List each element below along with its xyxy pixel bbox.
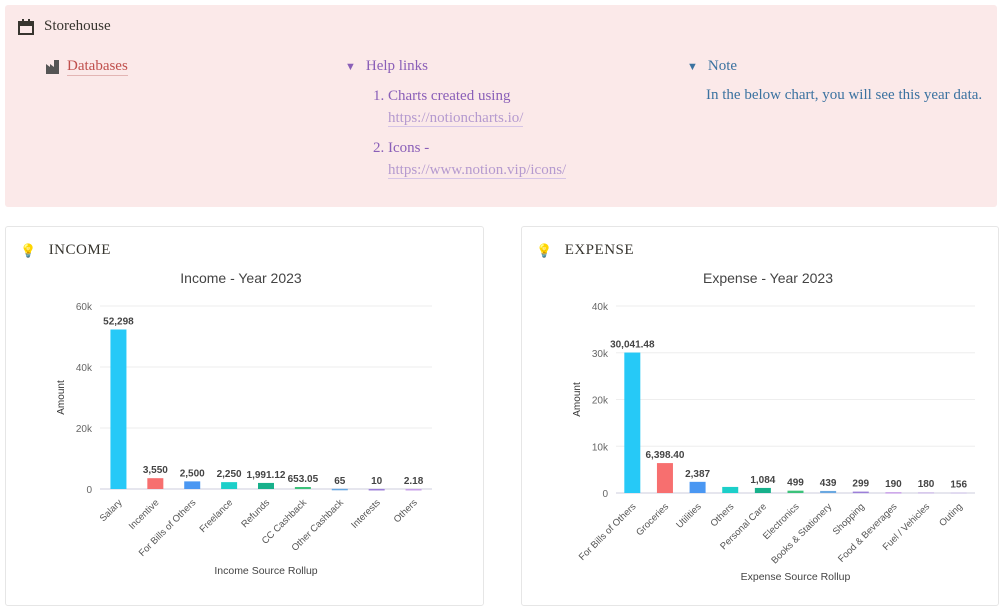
y-tick-label: 0 <box>86 485 92 496</box>
bar <box>147 478 164 489</box>
y-tick-label: 20k <box>76 424 93 435</box>
x-tick-label: Salary <box>98 497 125 524</box>
page-title: Storehouse <box>18 18 111 35</box>
chart-title: Income - Year 2023 <box>180 270 302 286</box>
help-links-title: Help links <box>365 58 428 74</box>
data-label: 65 <box>334 476 346 487</box>
help-item: Icons - https://www.notion.vip/icons/ <box>388 137 567 181</box>
income-heading: INCOME <box>48 242 111 258</box>
lightbulb-icon: 💡 <box>536 242 553 258</box>
note-header[interactable]: ▼ Note <box>687 58 982 75</box>
bar <box>294 487 311 489</box>
lightbulb-icon: 💡 <box>20 242 37 258</box>
x-tick-label: Refunds <box>239 497 272 530</box>
calendar-icon <box>18 18 34 35</box>
databases-label: Databases <box>67 58 128 76</box>
bar <box>258 482 274 489</box>
x-tick-label: Interests <box>349 497 383 531</box>
x-tick-label: Incentive <box>127 497 162 532</box>
expense-heading: EXPENSE <box>564 242 635 258</box>
data-label: 1,991.12 <box>247 470 286 481</box>
data-label: 2.18 <box>404 476 424 487</box>
x-axis-label: Income Source Rollup <box>214 565 317 577</box>
factory-icon <box>46 60 59 74</box>
bar <box>184 481 201 489</box>
help-item-text: Icons - <box>388 140 430 156</box>
y-axis-label: Amount <box>56 380 67 415</box>
data-label: 2,250 <box>217 469 242 480</box>
data-label: 3,550 <box>143 465 168 476</box>
note-text: In the below chart, you will see this ye… <box>706 87 983 103</box>
expense-card: 💡 EXPENSE <box>521 226 999 606</box>
triangle-down-icon: ▼ <box>345 60 356 73</box>
bar <box>110 329 127 489</box>
y-tick-label: 60k <box>76 302 93 313</box>
x-tick-label: Others <box>392 497 420 525</box>
help-item-text: Charts created using <box>388 88 511 104</box>
data-label: 2,500 <box>180 468 205 479</box>
notioncharts-link[interactable]: https://notioncharts.io/ <box>388 110 524 127</box>
note-title: Note <box>707 58 738 74</box>
bar <box>368 488 385 491</box>
data-label: 52,298 <box>103 316 134 327</box>
title-text: Storehouse <box>44 18 111 34</box>
help-links-toggle: ▼ Help links Charts created using https://… <box>345 58 567 189</box>
income-card: 💡 INCOME <box>5 226 484 606</box>
databases-link[interactable]: Databases <box>46 58 128 76</box>
data-label: 653.05 <box>288 474 319 485</box>
help-item: Charts created using https://notioncharts… <box>388 85 566 129</box>
help-links-header[interactable]: ▼ Help links <box>345 58 566 75</box>
header-callout <box>5 5 997 207</box>
notion-vip-link[interactable]: https://www.notion.vip/icons/ <box>388 162 567 179</box>
bar <box>405 488 422 491</box>
bar <box>221 482 238 489</box>
x-tick-label: Freelance <box>198 497 236 535</box>
y-tick-label: 40k <box>76 363 93 374</box>
data-label: 10 <box>371 476 383 487</box>
bar <box>331 488 348 491</box>
note-toggle: ▼ Note In the below chart, you will see t… <box>687 58 982 104</box>
triangle-down-icon: ▼ <box>687 60 698 73</box>
